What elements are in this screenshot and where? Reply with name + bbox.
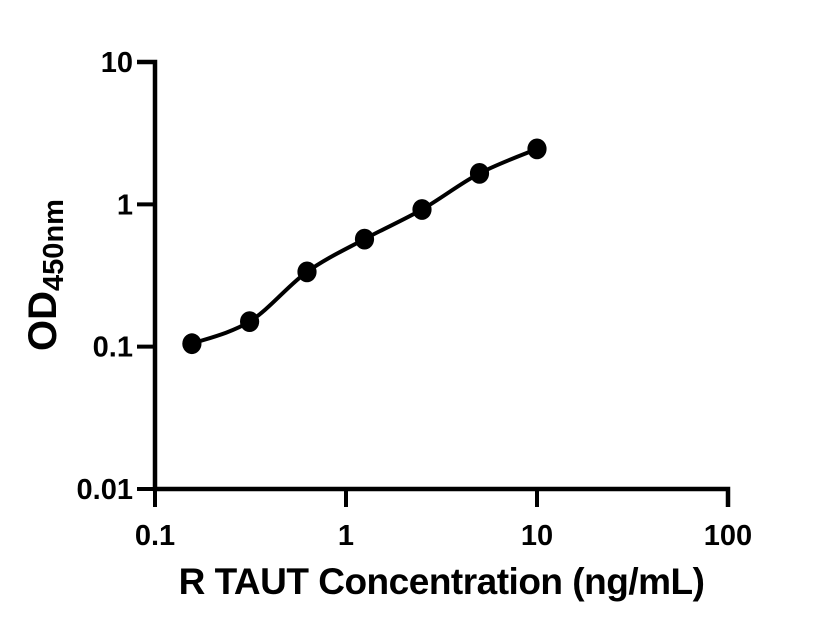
y-axis-tick-label: 0.01 [77, 474, 133, 506]
x-axis-tick-label: 100 [704, 520, 752, 552]
y-axis-tick-label: 0.1 [93, 332, 133, 364]
data-point [240, 311, 260, 332]
data-point [182, 333, 202, 355]
x-axis-title: R TAUT Concentration (ng/mL) [178, 561, 705, 602]
y-axis-title-main: OD [21, 290, 65, 351]
axis-frame [137, 59, 731, 507]
y-axis-tick-label: 10 [101, 47, 133, 79]
data-point [297, 261, 317, 283]
data-point [354, 228, 375, 250]
y-axis-title: OD450nm [21, 199, 71, 351]
y-axis-tick-label: 1 [117, 189, 133, 221]
data-point [527, 138, 547, 160]
x-axis-tick-label: 0.1 [135, 520, 175, 552]
x-axis-tick-label: 10 [521, 520, 553, 552]
data-point [469, 163, 490, 184]
x-axis-tick-label: 1 [338, 520, 354, 552]
data-point [412, 199, 432, 220]
y-axis-title-subscript: 450nm [38, 199, 70, 291]
